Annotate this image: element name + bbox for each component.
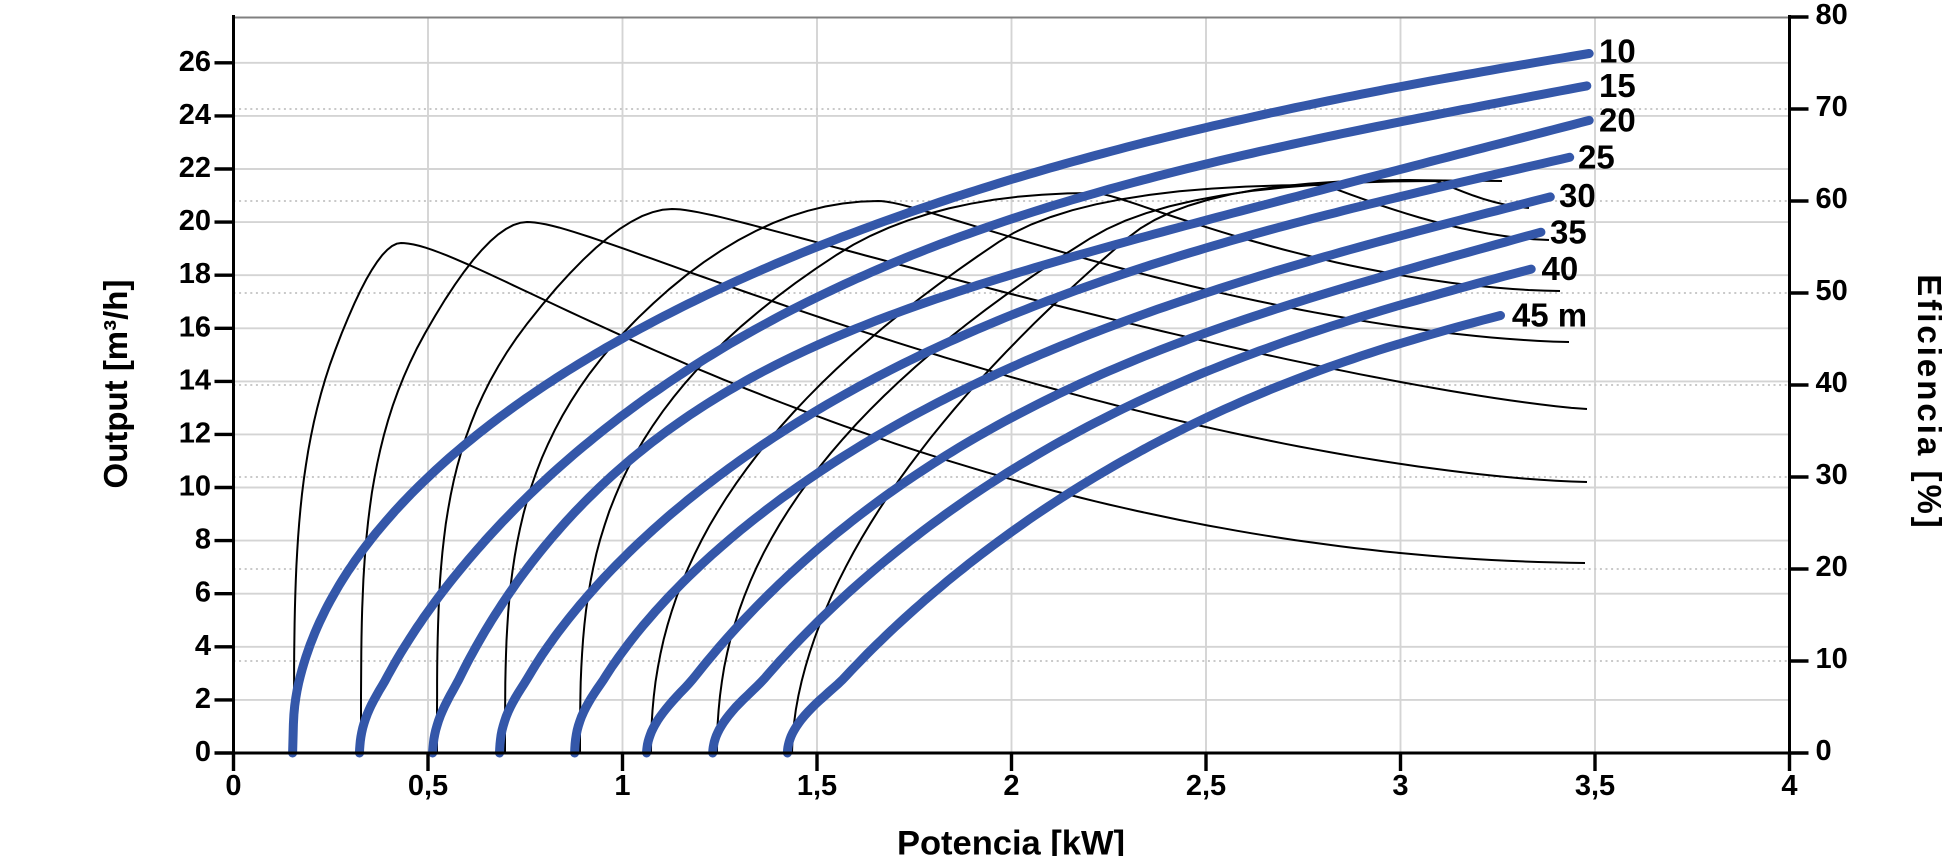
svg-text:3,5: 3,5 bbox=[1575, 770, 1615, 802]
svg-text:16: 16 bbox=[179, 311, 211, 343]
svg-text:0: 0 bbox=[195, 736, 211, 768]
svg-text:20: 20 bbox=[179, 205, 211, 237]
svg-text:10: 10 bbox=[179, 471, 211, 503]
svg-text:Potencia [kW]: Potencia [kW] bbox=[897, 825, 1125, 857]
svg-text:50: 50 bbox=[1816, 275, 1848, 307]
svg-text:20: 20 bbox=[1599, 102, 1636, 139]
svg-text:26: 26 bbox=[179, 46, 211, 78]
svg-text:1: 1 bbox=[614, 770, 630, 802]
svg-text:12: 12 bbox=[179, 417, 211, 449]
svg-text:15: 15 bbox=[1599, 67, 1636, 104]
svg-text:70: 70 bbox=[1816, 91, 1848, 123]
svg-text:1,5: 1,5 bbox=[797, 770, 837, 802]
svg-text:3: 3 bbox=[1392, 770, 1408, 802]
svg-text:2: 2 bbox=[1003, 770, 1019, 802]
svg-text:4: 4 bbox=[1781, 770, 1797, 802]
svg-text:10: 10 bbox=[1599, 32, 1636, 69]
svg-text:8: 8 bbox=[195, 524, 211, 556]
svg-text:25: 25 bbox=[1578, 138, 1615, 175]
svg-text:Eficiencia [%]: Eficiencia [%] bbox=[1911, 274, 1946, 531]
svg-text:10: 10 bbox=[1816, 643, 1848, 675]
svg-text:0: 0 bbox=[225, 770, 241, 802]
svg-text:24: 24 bbox=[179, 99, 211, 131]
svg-text:40: 40 bbox=[1542, 250, 1579, 287]
svg-text:80: 80 bbox=[1816, 0, 1848, 31]
svg-text:30: 30 bbox=[1559, 177, 1596, 214]
svg-text:Output [m³/h]: Output [m³/h] bbox=[97, 280, 134, 489]
svg-text:22: 22 bbox=[179, 152, 211, 184]
svg-text:14: 14 bbox=[179, 364, 211, 396]
svg-text:35: 35 bbox=[1550, 214, 1587, 251]
svg-text:30: 30 bbox=[1816, 459, 1848, 491]
svg-text:4: 4 bbox=[195, 630, 211, 662]
svg-text:45 m: 45 m bbox=[1512, 296, 1587, 333]
svg-text:40: 40 bbox=[1816, 367, 1848, 399]
svg-text:0,5: 0,5 bbox=[408, 770, 448, 802]
svg-text:0: 0 bbox=[1816, 735, 1832, 767]
svg-text:18: 18 bbox=[179, 258, 211, 290]
svg-text:6: 6 bbox=[195, 577, 211, 609]
svg-text:2,5: 2,5 bbox=[1186, 770, 1226, 802]
svg-text:60: 60 bbox=[1816, 183, 1848, 215]
svg-text:20: 20 bbox=[1816, 551, 1848, 583]
svg-text:2: 2 bbox=[195, 683, 211, 715]
